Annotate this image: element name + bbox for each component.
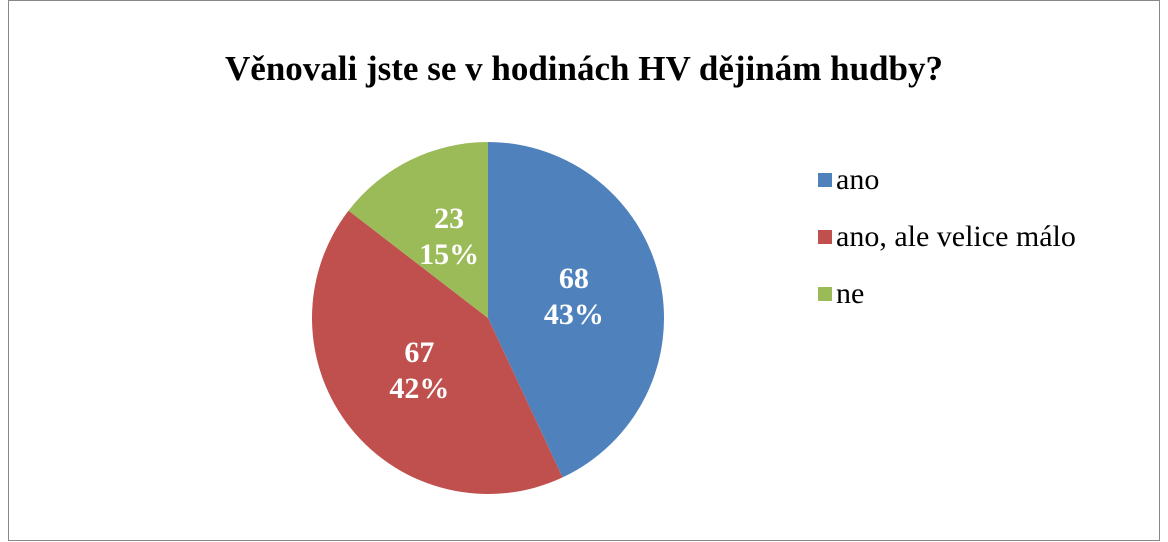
chart-title: Věnovali jste se v hodinách HV dějinám h… [225, 49, 943, 88]
legend-item: ano [818, 160, 1108, 200]
pie-slice [312, 210, 563, 494]
data-label: 68 [559, 262, 589, 295]
legend-swatch [818, 287, 832, 301]
legend-label: ano, ale velice málo [836, 220, 1076, 253]
pie-slice [488, 142, 664, 478]
pie-slice [348, 142, 488, 318]
legend-item: ano, ale velice málo [818, 217, 1108, 257]
legend-item: ne [818, 274, 1108, 314]
percent-label: 15% [419, 238, 479, 271]
percent-label: 42% [389, 372, 449, 405]
percent-label: 43% [544, 298, 604, 331]
data-label: 23 [434, 202, 464, 235]
legend: ano ano, ale velice málo ne [818, 160, 1108, 331]
data-label: 67 [404, 336, 434, 369]
legend-swatch [818, 230, 832, 244]
legend-label: ne [836, 277, 865, 310]
legend-swatch [818, 173, 832, 187]
legend-label: ano [836, 163, 880, 196]
